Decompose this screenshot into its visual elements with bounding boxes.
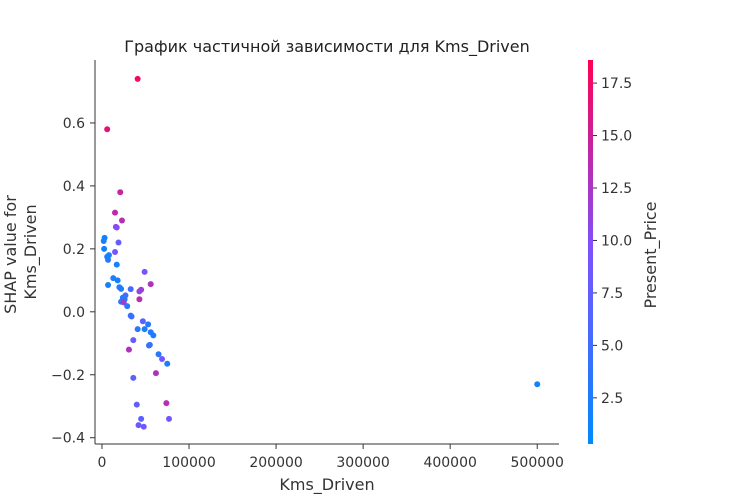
data-point <box>130 374 137 381</box>
data-point <box>146 341 153 348</box>
data-point <box>141 326 148 333</box>
x-tick-label: 500000 <box>511 455 564 471</box>
data-point <box>150 332 157 339</box>
x-tick-label: 100000 <box>162 455 215 471</box>
y-tick-label: 0.4 <box>63 179 85 195</box>
scatter-points <box>100 75 541 430</box>
data-point <box>140 423 147 430</box>
data-point <box>117 189 124 196</box>
colorbar-tick-label: 12.5 <box>601 181 632 197</box>
data-point <box>135 422 142 429</box>
data-point <box>128 313 135 320</box>
x-tick-label: 300000 <box>336 455 389 471</box>
x-axis-label: Kms_Driven <box>279 475 374 495</box>
data-point <box>118 217 125 224</box>
data-point <box>141 268 148 275</box>
y-axis-label-line-2: Kms_Driven <box>21 204 41 299</box>
data-point <box>133 401 140 408</box>
y-tick-label: 0.6 <box>63 116 85 132</box>
data-point <box>100 237 107 244</box>
data-point <box>145 321 152 328</box>
x-tick-label: 400000 <box>423 455 476 471</box>
data-point <box>130 337 137 344</box>
data-point <box>139 318 146 325</box>
data-point <box>105 256 112 263</box>
data-point <box>113 261 120 268</box>
colorbar-tick-label: 10.0 <box>601 233 632 249</box>
data-point <box>101 245 108 252</box>
data-point <box>112 209 119 216</box>
data-point <box>155 351 162 358</box>
data-point <box>124 303 131 310</box>
data-point <box>134 326 141 333</box>
data-point <box>115 239 122 246</box>
data-point <box>134 75 141 82</box>
data-point <box>136 296 143 303</box>
y-tick-label: −0.4 <box>51 431 85 447</box>
y-tick-label: 0.2 <box>63 242 85 258</box>
y-tick-label: 0.0 <box>63 305 85 321</box>
x-tick-label: 0 <box>98 455 107 471</box>
data-point <box>138 415 145 422</box>
colorbar-tick-label: 17.5 <box>601 76 632 92</box>
colorbar-tick-label: 15.0 <box>601 129 632 145</box>
data-point <box>164 360 171 367</box>
data-point <box>104 126 111 133</box>
colorbar: 2.5 5.0 7.5 10.0 12.5 15.0 17.5 <box>588 60 632 444</box>
data-point <box>105 282 112 289</box>
y-axis-label-line-1: SHAP value for <box>1 195 20 314</box>
data-point <box>152 370 159 377</box>
colorbar-gradient <box>588 60 593 444</box>
data-point <box>113 224 120 231</box>
data-point <box>125 346 132 353</box>
plot-axes: 0 100000 200000 300000 400000 500000 −0.4 −0.2 0… <box>51 60 564 471</box>
colorbar-tick-label: 2.5 <box>601 391 623 407</box>
y-tick-label: −0.2 <box>51 368 85 384</box>
colorbar-tick-label: 7.5 <box>601 286 623 302</box>
colorbar-tick-label: 5.0 <box>601 338 623 354</box>
data-point <box>165 415 172 422</box>
data-point <box>147 281 154 288</box>
data-point <box>136 288 143 295</box>
y-axis-label: SHAP value for Kms_Driven <box>1 190 41 314</box>
chart-title: График частичной зависимости для Kms_Dri… <box>124 37 530 57</box>
data-point <box>127 286 134 293</box>
data-point <box>534 381 541 388</box>
data-point <box>114 277 121 284</box>
data-point <box>120 299 127 306</box>
colorbar-label: Present_Price <box>641 201 661 308</box>
data-point <box>118 285 125 292</box>
data-point <box>163 400 170 407</box>
data-point <box>112 249 119 255</box>
x-tick-label: 200000 <box>249 455 302 471</box>
data-point <box>159 356 166 363</box>
